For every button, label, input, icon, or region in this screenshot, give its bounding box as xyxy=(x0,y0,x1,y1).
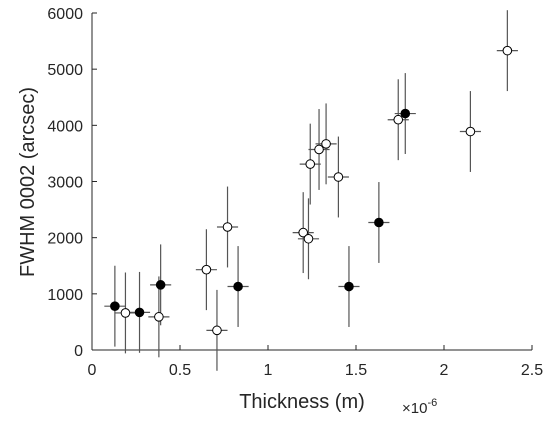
open-data-point xyxy=(502,45,513,56)
x-tick-label: 1.5 xyxy=(345,362,367,379)
y-tick-label: 4000 xyxy=(47,118,83,135)
y-tick-label: 5000 xyxy=(47,62,83,79)
x-tick-label: 2 xyxy=(440,362,449,379)
x-axis-exponent-base: ×10 xyxy=(402,400,427,417)
y-tick-label: 3000 xyxy=(47,175,83,192)
x-axis-exponent-power: -6 xyxy=(427,397,437,409)
x-tick-label: 2.5 xyxy=(521,362,543,379)
filled-data-point xyxy=(374,217,384,228)
filled-data-point xyxy=(110,301,120,311)
open-data-point xyxy=(212,325,222,336)
x-tick-label: 1 xyxy=(264,362,273,379)
y-tick-label: 6000 xyxy=(47,6,83,23)
open-data-point xyxy=(314,144,324,155)
x-axis-label: Thickness (m) xyxy=(239,391,365,413)
filled-data-point xyxy=(134,307,145,318)
error-bars xyxy=(104,10,518,371)
open-data-point xyxy=(305,159,316,169)
filled-data-point xyxy=(155,280,166,290)
y-tick-label: 1000 xyxy=(47,287,83,304)
open-data-point xyxy=(465,126,476,137)
filled-data-point xyxy=(344,281,354,292)
open-data-point xyxy=(201,264,212,275)
open-data-point xyxy=(222,222,233,232)
filled-data-point xyxy=(233,281,243,292)
y-tick-label: 0 xyxy=(74,343,83,360)
open-data-point xyxy=(333,172,344,182)
x-tick-label: 0.5 xyxy=(169,362,191,379)
open-data-point xyxy=(321,139,331,149)
data-points xyxy=(110,45,513,336)
open-data-point xyxy=(393,114,404,125)
y-axis-label: FWHM 0002 (arcsec) xyxy=(17,87,39,277)
open-data-point xyxy=(298,227,309,238)
open-data-point xyxy=(120,308,131,318)
filled-data-point xyxy=(400,108,411,119)
y-tick-label: 2000 xyxy=(47,231,83,248)
x-ticks: 0 0.5 1 1.5 2 2.5 xyxy=(88,345,543,379)
open-data-point xyxy=(154,312,164,322)
x-axis-exponent: ×10-6 xyxy=(402,397,437,417)
y-ticks: 0 1000 2000 3000 4000 5000 6000 xyxy=(47,6,97,360)
open-data-point xyxy=(303,233,314,244)
x-tick-label: 0 xyxy=(88,362,97,379)
axes xyxy=(91,13,532,351)
